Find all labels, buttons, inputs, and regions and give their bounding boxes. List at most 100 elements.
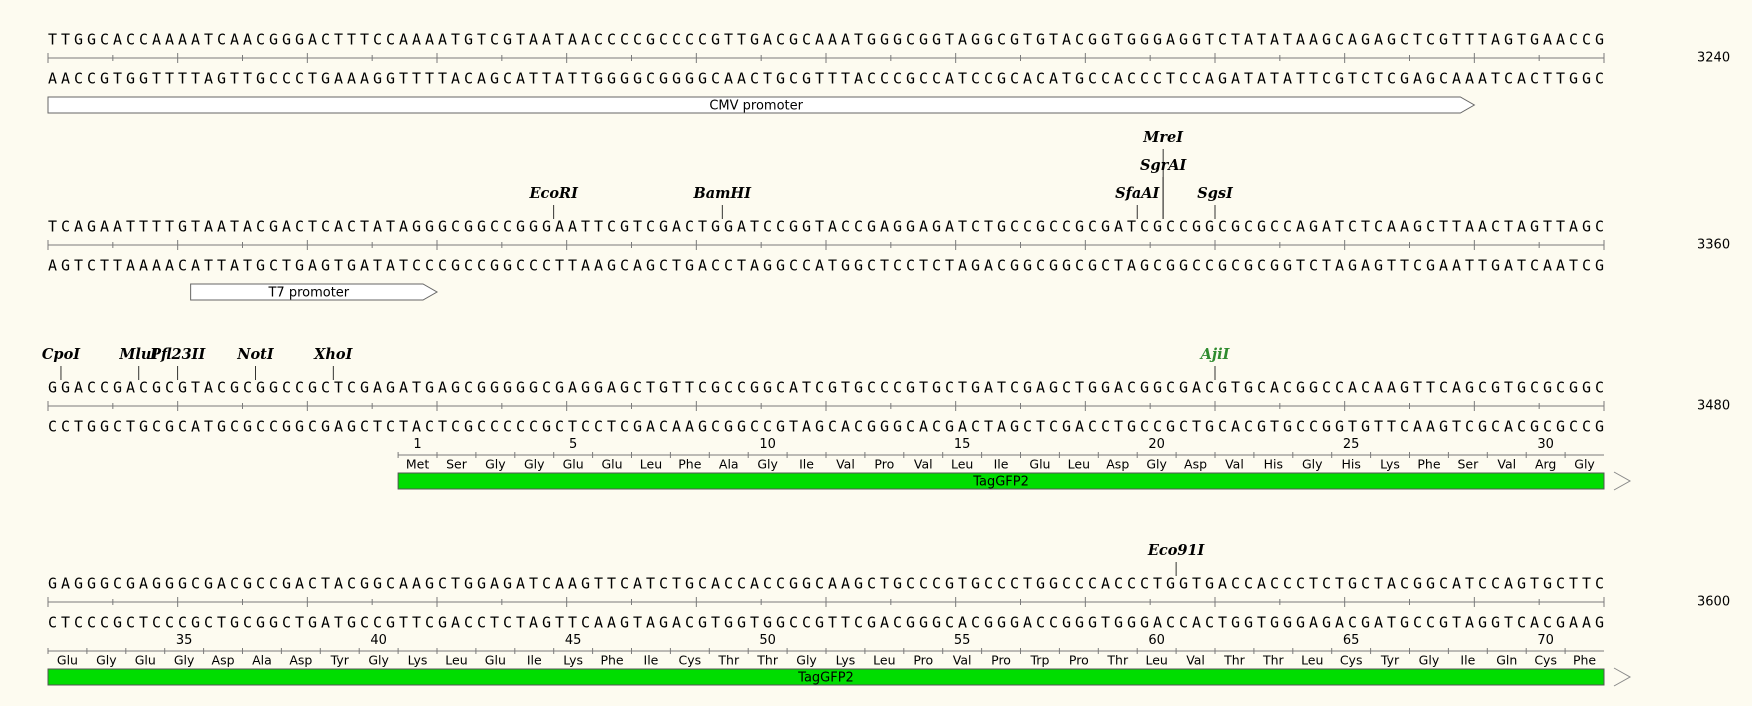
enzyme-label-CpoI: CpoI	[42, 346, 81, 363]
row-3-amino-acid: Gly	[757, 457, 778, 472]
row-4-amino-acid: Thr	[1106, 653, 1129, 668]
row-3-feature-label: TagGFP2	[972, 475, 1029, 490]
row-3-feature-taggfp2	[397, 472, 1605, 490]
row-3-amino-acid: His	[1341, 457, 1360, 472]
row-4-amino-acid: Asp	[289, 653, 312, 668]
row-4-amino-acid: Cys	[1534, 653, 1557, 668]
row-3-amino-acid: Phe	[1417, 457, 1440, 472]
row-4-amino-acid: Glu	[485, 653, 506, 668]
row-3-amino-acid: Gly	[1146, 457, 1167, 472]
row-4-amino-acid: Leu	[445, 653, 467, 668]
enzyme-label-NotI: NotI	[236, 346, 275, 363]
row-3-bottom-strand: CCTGGCTGCGCATGCGCCGGCGAGCTCTACTCGCCCCCGC…	[48, 418, 1604, 436]
row-3-amino-acid: Gly	[485, 457, 506, 472]
row-4-amino-acid: Val	[953, 653, 972, 668]
row-4-codon-number: 65	[1343, 633, 1360, 648]
row-3-amino-acid: Leu	[951, 457, 973, 472]
row-1-feature-cmv-promoter	[47, 96, 1476, 114]
row-3-codon-number: 25	[1343, 437, 1360, 452]
row-4-amino-acid: Lys	[408, 653, 428, 668]
row-4-amino-acid: Thr	[1262, 653, 1285, 668]
row-4-amino-acid: Leu	[873, 653, 895, 668]
row-4-codon-number: 50	[759, 633, 776, 648]
row-3-amino-acid: Gly	[1574, 457, 1595, 472]
row-4-amino-acid: Tyr	[1380, 653, 1400, 668]
row-4-amino-acid: Gly	[96, 653, 117, 668]
enzyme-label-Pfl23II: Pfl23II	[149, 346, 206, 363]
row-4-amino-acid: Ile	[644, 653, 659, 668]
row-4-amino-acid: Gly	[1419, 653, 1440, 668]
row-3-codon-number: 1	[413, 437, 421, 452]
row-3-amino-acid: Leu	[1068, 457, 1090, 472]
row-4-feature-taggfp2	[47, 668, 1605, 686]
row-4-codon-number: 70	[1537, 633, 1554, 648]
row-3-amino-acid: Phe	[678, 457, 701, 472]
row-3-amino-acid: Asp	[1184, 457, 1207, 472]
enzyme-label-MreI: MreI	[1142, 129, 1184, 146]
row-3-amino-acid: Ala	[719, 457, 739, 472]
row-3-amino-acid: Ser	[446, 457, 468, 472]
row-4-amino-acid: Ile	[527, 653, 542, 668]
row-3-codon-number: 15	[954, 437, 971, 452]
row-4-amino-acid: Leu	[1301, 653, 1323, 668]
row-4-amino-acid: Tyr	[330, 653, 350, 668]
row-4-amino-acid: Asp	[212, 653, 235, 668]
row-3-amino-acid: Lys	[1380, 457, 1400, 472]
row-4-amino-acid: Gly	[368, 653, 389, 668]
enzyme-label-EcoRI: EcoRI	[529, 185, 580, 202]
row-4-amino-acid: Glu	[57, 653, 78, 668]
row-4-feature-label: TagGFP2	[797, 671, 854, 686]
row-3-amino-acid: Glu	[602, 457, 623, 472]
row-3-amino-acid: Val	[914, 457, 933, 472]
row-4-amino-acid: Leu	[1145, 653, 1167, 668]
row-4-amino-acid: Lys	[836, 653, 856, 668]
enzyme-label-Eco91I: Eco91I	[1147, 542, 1206, 559]
row-4-amino-acid: Pro	[913, 653, 933, 668]
row-4-codon-number: 45	[565, 633, 582, 648]
row-3-amino-acid: Val	[836, 457, 855, 472]
row-3-codon-number: 10	[759, 437, 776, 452]
enzyme-label-SfaAI: SfaAI	[1115, 185, 1160, 202]
row-4-amino-acid: Phe	[600, 653, 623, 668]
row-4-position-label: 3600	[1697, 595, 1730, 610]
enzyme-label-AjiI: AjiI	[1199, 346, 1231, 363]
row-3-amino-acid: Leu	[640, 457, 662, 472]
row-4-feature-continue-arrow	[1613, 667, 1632, 687]
row-3-amino-acid: Val	[1497, 457, 1516, 472]
row-4-amino-acid: Cys	[679, 653, 702, 668]
row-3-amino-acid: Glu	[1029, 457, 1050, 472]
row-4-codon-number: 60	[1148, 633, 1165, 648]
row-4-amino-acid: Trp	[1030, 653, 1050, 668]
row-2-feature-label: T7 promoter	[267, 286, 349, 301]
row-4-amino-acid: Thr	[717, 653, 740, 668]
row-4-amino-acid: Ile	[1460, 653, 1475, 668]
row-3-amino-acid: Glu	[563, 457, 584, 472]
row-4-amino-acid: Pro	[1069, 653, 1089, 668]
row-3-amino-acid: Ile	[799, 457, 814, 472]
row-3-codon-number: 20	[1148, 437, 1165, 452]
row-4-amino-acid: Val	[1186, 653, 1205, 668]
row-3-codon-number: 5	[569, 437, 577, 452]
row-4-amino-acid: Pro	[991, 653, 1011, 668]
row-4-amino-acid: Thr	[756, 653, 779, 668]
enzyme-label-XhoI: XhoI	[313, 346, 353, 363]
row-4-codon-number: 35	[176, 633, 193, 648]
row-3-feature-continue-arrow	[1613, 471, 1632, 491]
row-2-bottom-strand: AGTCTTAAAACATTATGCTGAGTGATATCCCGCCGGCCCT…	[48, 257, 1604, 275]
row-4-amino-acid: Lys	[563, 653, 583, 668]
row-4-amino-acid: Glu	[135, 653, 156, 668]
row-3-amino-acid: Arg	[1535, 457, 1556, 472]
row-3-position-label: 3480	[1697, 399, 1730, 414]
row-4-amino-acid: Cys	[1340, 653, 1363, 668]
enzyme-label-MluI: MluI	[118, 346, 159, 363]
row-3-amino-acid: Asp	[1106, 457, 1129, 472]
row-3-amino-acid: Met	[406, 457, 429, 472]
row-4-codon-number: 55	[954, 633, 971, 648]
row-4-amino-acid: Gln	[1496, 653, 1517, 668]
enzyme-label-SgsI: SgsI	[1197, 185, 1234, 202]
row-4-codon-number: 40	[370, 633, 387, 648]
row-4-amino-acid: Thr	[1223, 653, 1246, 668]
row-3-codon-number: 30	[1537, 437, 1554, 452]
